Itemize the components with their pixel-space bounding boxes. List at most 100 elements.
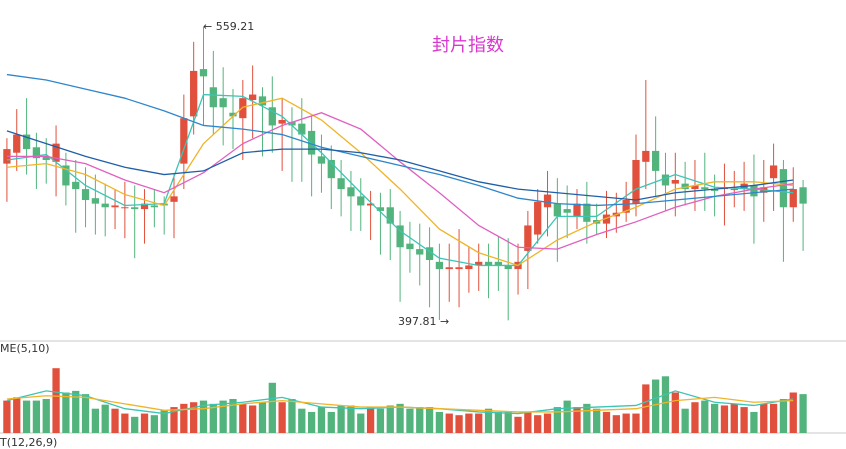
candle-body <box>42 156 50 160</box>
volume-bar <box>327 411 335 433</box>
volume-bar <box>366 407 375 433</box>
candle-body <box>386 207 394 224</box>
candle-body <box>32 147 41 159</box>
volume-bar <box>514 416 522 433</box>
candle-body <box>190 70 198 117</box>
volume-bar <box>131 416 139 433</box>
candle-body <box>681 183 689 190</box>
candle-body <box>573 203 581 217</box>
volume-bar <box>425 407 434 433</box>
candle-body <box>661 174 670 186</box>
candle-body <box>140 203 149 210</box>
volume-bar <box>258 402 267 433</box>
moving-average-line <box>6 112 794 250</box>
candle-body <box>347 187 355 197</box>
volume-bar <box>691 402 699 433</box>
volume-bar <box>750 411 758 433</box>
volume-bar <box>681 408 689 433</box>
volume-bar <box>376 408 385 433</box>
volume-bar <box>760 403 768 433</box>
volume-bar <box>661 376 670 433</box>
volume-bar <box>701 400 709 433</box>
volume-bar <box>593 408 601 433</box>
volume-bar <box>347 405 355 433</box>
volume-bar <box>160 410 168 433</box>
candle-body <box>131 207 139 210</box>
volume-bar <box>13 397 21 433</box>
volume-bar <box>81 394 90 433</box>
volume-bar <box>652 379 660 433</box>
candle-body <box>298 123 306 135</box>
volume-bar <box>789 392 797 433</box>
volume-bar <box>534 415 542 433</box>
volume-bar <box>583 403 591 433</box>
volume-bar <box>642 384 650 433</box>
volume-bar <box>740 407 748 433</box>
candle-body <box>622 200 630 213</box>
moving-average-line <box>6 93 794 267</box>
candle-body <box>307 130 316 155</box>
candle-body <box>602 214 611 224</box>
volume-bar <box>416 407 424 433</box>
candle-body <box>799 187 807 204</box>
volume-bar <box>455 415 463 433</box>
volume-bar <box>52 368 60 433</box>
candle-body <box>642 150 650 162</box>
candle-body <box>779 169 788 208</box>
candle-body <box>769 165 778 179</box>
candle-body <box>652 150 660 171</box>
volume-bar <box>150 415 158 433</box>
candle-body <box>209 87 217 108</box>
volume-bar <box>268 382 276 433</box>
volume-bar <box>406 408 414 433</box>
moving-average-line <box>6 130 794 201</box>
candle-body <box>3 149 11 164</box>
volume-bar <box>249 405 257 433</box>
candle-body <box>730 189 738 191</box>
volume-bar <box>337 405 345 433</box>
candle-body <box>278 120 286 124</box>
volume-bar <box>602 411 611 433</box>
volume-bar <box>710 403 719 433</box>
candle-body <box>632 160 640 204</box>
candle-body <box>455 267 463 270</box>
candle-body <box>435 261 444 270</box>
candle-body <box>406 243 414 250</box>
volume-bar <box>199 400 208 433</box>
candle-body <box>52 143 60 162</box>
candle-body <box>416 249 424 255</box>
candle-body <box>701 187 709 190</box>
candle-body <box>691 185 699 190</box>
volume-bar <box>484 408 493 433</box>
candle-body <box>229 112 237 117</box>
candle-body <box>258 96 267 106</box>
candle-body <box>484 261 493 266</box>
volume-label: ME(5,10) <box>0 342 50 355</box>
candle-body <box>671 180 679 184</box>
candle-body <box>91 198 100 204</box>
volume-bar <box>101 404 109 433</box>
candle-body <box>357 196 365 206</box>
candle-body <box>337 178 345 190</box>
volume-bar <box>386 405 394 433</box>
candle-body <box>396 225 404 248</box>
candle-body <box>180 118 188 164</box>
volume-bar <box>504 411 512 433</box>
volume-bar <box>396 403 404 433</box>
volume-bar <box>612 415 620 433</box>
volume-average-line <box>6 395 794 413</box>
annotation: 397.81 → <box>398 315 449 328</box>
macd-label: T(12,26,9) <box>0 436 57 449</box>
volume-bar <box>180 403 188 433</box>
candle-body <box>170 196 178 202</box>
volume-bar <box>72 390 80 433</box>
volume-bar <box>121 413 129 433</box>
moving-average-line <box>6 73 794 207</box>
volume-bar <box>111 408 119 433</box>
volume-bar <box>543 413 552 433</box>
volume-bar <box>632 413 640 433</box>
candle-body <box>445 267 453 270</box>
volume-bar <box>307 411 316 433</box>
volume-bar <box>209 403 217 433</box>
